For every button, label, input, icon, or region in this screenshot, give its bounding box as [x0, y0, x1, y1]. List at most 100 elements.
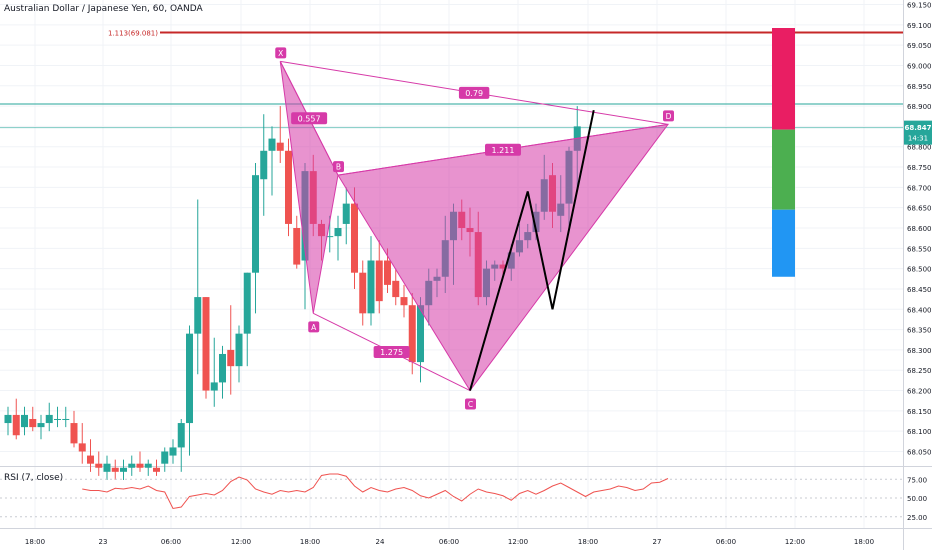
candle[interactable] — [21, 406, 28, 436]
candle-body — [235, 333, 243, 367]
candle[interactable] — [177, 418, 185, 472]
candle-body — [276, 142, 284, 151]
candle[interactable] — [144, 459, 152, 476]
price-tick-label: 69.050 — [907, 42, 932, 50]
candle[interactable] — [375, 240, 383, 314]
candle[interactable] — [95, 451, 103, 476]
candle[interactable] — [260, 114, 268, 216]
candle-body — [153, 467, 160, 472]
price-tick-label: 68.050 — [907, 449, 932, 457]
pattern-point-b[interactable]: B — [333, 161, 344, 173]
time-tick-label: 24 — [376, 538, 385, 546]
stop-box-blue[interactable] — [772, 209, 795, 277]
candle[interactable] — [161, 447, 169, 472]
candle[interactable] — [367, 236, 375, 326]
pattern-point-label: D — [666, 112, 672, 121]
rsi-line — [82, 473, 669, 510]
candle-body — [268, 138, 276, 151]
price-tick-label: 68.400 — [907, 306, 932, 314]
candle[interactable] — [235, 325, 243, 383]
candle[interactable] — [78, 423, 86, 464]
target-box-red[interactable] — [772, 28, 795, 130]
candle-body — [400, 297, 408, 306]
time-tick-label: 12:00 — [508, 538, 528, 546]
price-axis[interactable]: 69.150 69.100 69.050 69.000 68.950 68.900 68.8… — [907, 2, 932, 457]
pattern-point-label: X — [278, 49, 283, 58]
candle-body — [210, 382, 218, 391]
ratio-label: 1.275 — [373, 345, 410, 358]
ratio-label-text: 1.275 — [380, 348, 403, 357]
candle[interactable] — [4, 406, 12, 436]
candle[interactable] — [285, 138, 292, 237]
price-tick-label: 69.150 — [907, 2, 932, 10]
last-price-tag: 68.847 14:31 — [904, 120, 932, 145]
candle-body — [252, 175, 259, 273]
target-box-green[interactable] — [772, 129, 795, 210]
candle[interactable] — [408, 293, 416, 375]
candle[interactable] — [128, 455, 136, 476]
pattern-point-c[interactable]: C — [465, 398, 476, 410]
candle[interactable] — [186, 325, 193, 456]
candle-body — [111, 467, 119, 472]
candle[interactable] — [342, 187, 350, 245]
rsi-pane[interactable]: 75.00 50.00 25.00 — [0, 473, 927, 522]
candle[interactable] — [252, 162, 259, 314]
candle[interactable] — [227, 305, 235, 395]
candle[interactable] — [54, 406, 61, 428]
candle[interactable] — [37, 414, 45, 440]
candle[interactable] — [219, 345, 226, 399]
harmonic-pattern[interactable]: 0.557 1.275 1.211 0.79 X A B C D — [275, 47, 674, 410]
projection-path[interactable] — [469, 109, 595, 391]
candle-body — [359, 272, 367, 314]
time-tick-label: 12:00 — [785, 538, 805, 546]
candle[interactable] — [70, 410, 78, 448]
candle-body — [177, 423, 185, 448]
candle-body — [128, 463, 136, 468]
candle[interactable] — [87, 439, 94, 472]
candle[interactable] — [276, 106, 284, 163]
price-tick-label: 68.700 — [907, 184, 932, 192]
candle[interactable] — [351, 187, 358, 289]
pattern-point-d[interactable]: D — [663, 110, 674, 122]
candle[interactable] — [153, 459, 160, 476]
candle[interactable] — [12, 398, 20, 440]
candle[interactable] — [45, 402, 53, 432]
candle-body — [392, 280, 400, 298]
candle[interactable] — [210, 337, 218, 407]
candle[interactable] — [169, 439, 177, 464]
pattern-point-label: C — [468, 400, 473, 409]
fib-level-label: 1.113(69.081) — [108, 30, 158, 38]
time-tick-label: 06:00 — [161, 538, 181, 546]
candle-body — [21, 414, 28, 428]
candle[interactable] — [202, 297, 210, 399]
pattern-point-bg — [308, 321, 320, 333]
candle[interactable] — [359, 260, 367, 326]
candle-body — [144, 463, 152, 468]
candle[interactable] — [29, 406, 37, 432]
pattern-point-a[interactable]: A — [308, 321, 320, 333]
time-axis[interactable]: 18:00 23 06:00 12:00 18:00 24 06:00 12:00 18:00 2… — [25, 538, 874, 546]
price-tick-label: 68.350 — [907, 327, 932, 335]
candle-body — [29, 418, 37, 428]
candle[interactable] — [334, 215, 342, 261]
candle[interactable] — [243, 272, 251, 367]
candle[interactable] — [392, 268, 400, 306]
pattern-point-x[interactable]: X — [275, 47, 287, 59]
candle[interactable] — [111, 459, 119, 480]
candle[interactable] — [417, 297, 424, 383]
candle[interactable] — [103, 455, 111, 480]
candle-body — [95, 463, 103, 468]
candle-body — [367, 260, 375, 314]
candle[interactable] — [136, 451, 144, 472]
rsi-title: RSI (7, close) — [4, 473, 64, 483]
candle[interactable] — [194, 199, 202, 375]
ratio-label: 0.557 — [291, 112, 328, 125]
candle[interactable] — [293, 215, 301, 269]
candle[interactable] — [400, 284, 408, 318]
candle[interactable] — [62, 406, 70, 428]
candle[interactable] — [120, 459, 127, 480]
price-tick-label: 68.300 — [907, 347, 932, 355]
candle[interactable] — [268, 126, 276, 196]
